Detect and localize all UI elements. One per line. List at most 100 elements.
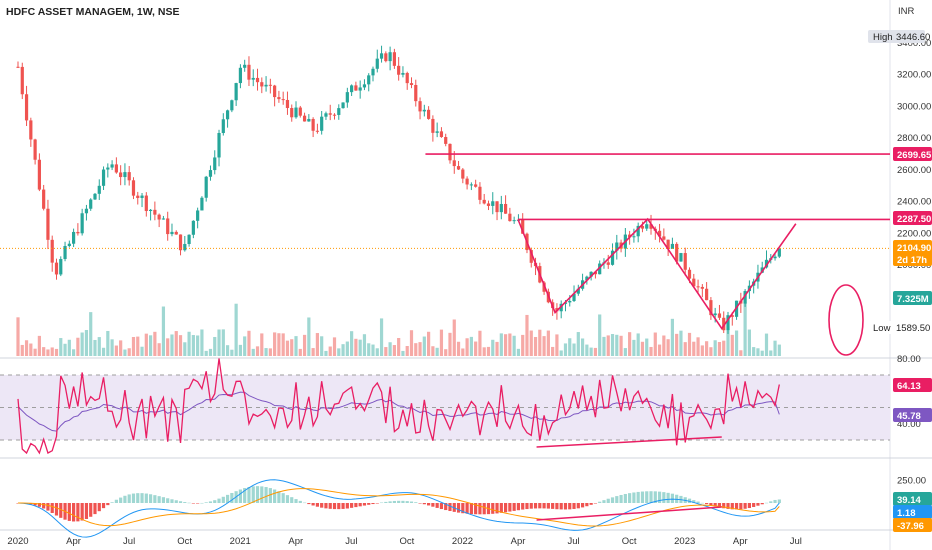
volume-bar [495,341,499,356]
macd-histogram-bar [636,491,640,503]
candle-body [213,157,217,171]
rsi-tick-label: 40.00 [897,419,921,430]
time-tick-label: Oct [177,536,192,547]
macd-histogram-bar [50,503,54,513]
volume-bar [427,331,431,356]
macd-histogram-bar [662,492,666,503]
macd-histogram-bar [533,503,538,509]
macd-histogram-bar [328,503,332,509]
macd-histogram-bar [200,502,204,504]
candle-body [50,239,54,263]
volume-bar [238,344,243,356]
drawings [425,153,890,356]
volume-bar [161,306,166,356]
macd-histogram-bar [645,491,649,503]
candle-body [225,110,230,120]
volume-bar [478,330,482,356]
macd-histogram-bar [713,503,717,507]
macd-histogram-bar [606,498,610,503]
volume-bar [337,348,341,356]
candle-body [640,225,645,229]
volume-bar [362,334,367,356]
volume-bar [127,348,131,356]
candle-body [54,262,59,275]
macd-histogram-bar [542,503,546,509]
candle-body [157,214,161,220]
volume-bar [409,330,414,356]
candle-body [311,118,315,131]
candle-body [106,167,110,170]
volume-bar [632,339,636,356]
candle-body [119,172,123,178]
macd-histogram-bar [461,503,465,514]
rsi-pane: 40.00 80.00 [0,354,921,455]
volume-bar [204,350,208,356]
price-tick-label: 2600.00 [897,165,931,176]
candle-body [397,65,401,75]
macd-histogram-bar [576,503,580,509]
volume-bar [264,348,268,356]
volume-bar [572,343,576,356]
macd-histogram-bar [84,503,89,519]
volume-bar [700,345,704,356]
candle-body [670,243,675,249]
rsi-value: 64.13 [897,381,921,392]
macd-histogram-bar [196,503,200,504]
volume-value: 7.325M [897,294,929,305]
candle-body [307,118,311,122]
signal-tag [893,518,932,532]
volume-bar [683,342,687,356]
volume-bar [63,343,67,356]
candle-body [730,315,734,317]
candle-body [59,259,63,275]
volume-bar [260,333,264,356]
volume-bar [722,340,726,356]
volume-bar [148,335,153,356]
macd-histogram-bar [285,495,290,503]
volume-bar [465,338,469,356]
macd-tick-label: 250.00 [897,476,926,487]
candle-body [328,113,332,115]
candle-body [234,83,238,101]
volume-bar [54,348,59,356]
volume-bar [439,329,444,356]
candle-body [243,64,247,68]
candle-body [764,259,769,268]
time-tick-label: Jul [568,536,580,547]
level-2699-tag [893,147,932,161]
candle-body [46,208,50,240]
macd-histogram-bar [358,503,362,507]
rsi-ma-tag [893,408,932,422]
price-tick-label: 3200.00 [897,70,931,81]
volume-bar [743,302,747,356]
macd-histogram-bar [632,492,636,503]
candle-body [42,189,46,209]
candle-body [722,317,726,331]
volume-bars [16,302,781,356]
candle-body [341,102,345,109]
volume-bar [119,340,123,356]
macd-histogram-bar [157,496,161,503]
volume-bar [37,335,41,356]
macd-histogram-bar [350,503,354,508]
macd-histogram-bar [696,501,700,503]
volume-bar [542,336,546,356]
volume-bar [89,312,93,356]
candle-body [636,225,640,237]
macd-histogram-bar [183,502,187,503]
macd-histogram-bar [72,503,76,522]
volume-bar [33,348,37,356]
candle-body [375,58,379,69]
macd-histogram-bar [628,493,632,503]
macd-line [17,479,780,538]
volume-bar [482,347,486,356]
candle-body [700,286,704,289]
macd-histogram-bar [705,503,709,505]
candle-body [392,52,396,66]
candle-body [615,242,619,251]
macd-histogram-bar [657,491,662,503]
volume-bar [311,348,315,356]
time-tick-label: Jul [123,536,135,547]
macd-histogram-bar [213,500,217,503]
